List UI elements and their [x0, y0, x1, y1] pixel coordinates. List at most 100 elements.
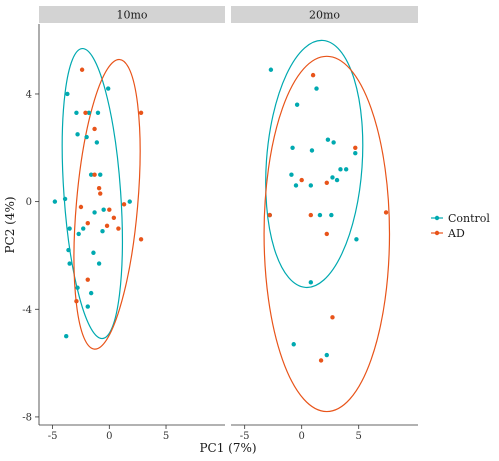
- ellipse-10mo-ad: [73, 58, 141, 350]
- point-10mo-control-23: [75, 285, 80, 290]
- point-20mo-ad-27: [267, 212, 272, 218]
- legend-label-ad: AD: [447, 227, 465, 240]
- point-10mo-control-15: [67, 226, 72, 231]
- facet-strip-20mo-label: 20mo: [309, 9, 340, 22]
- point-10mo-ad-42: [85, 277, 90, 282]
- point-10mo-control-12: [127, 199, 132, 204]
- point-10mo-control-19: [66, 247, 71, 253]
- ellipse-10mo-control: [61, 47, 123, 340]
- point-10mo-control-22: [96, 261, 102, 266]
- y-axis-title: PC2 (4%): [3, 196, 17, 253]
- x-tick-label-20mo--5: -5: [240, 431, 250, 442]
- point-10mo-control-7: [94, 140, 100, 145]
- point-20mo-control-9: [343, 167, 349, 172]
- x-tick-label-10mo--5: -5: [48, 431, 58, 442]
- point-10mo-ad-27: [79, 67, 85, 72]
- point-10mo-control-21: [67, 261, 72, 266]
- point-10mo-control-20: [91, 250, 96, 255]
- legend-label-control: Control: [448, 212, 490, 225]
- point-20mo-control-6: [309, 148, 315, 153]
- x-axis-title: PC1 (7%): [199, 441, 256, 455]
- y-tick-label--4: -4: [22, 305, 32, 316]
- legend-key-point-control: [434, 215, 440, 221]
- point-20mo-control-7: [353, 150, 358, 156]
- point-10mo-ad-41: [138, 237, 144, 242]
- panel-20mo-points: [267, 67, 389, 363]
- panel-20mo: -5 0 5: [231, 39, 418, 442]
- point-10mo-control-8: [88, 172, 94, 177]
- point-10mo-ad-28: [83, 110, 88, 116]
- point-10mo-ad-32: [96, 185, 102, 191]
- panel-10mo-points: [52, 67, 144, 339]
- ellipse-20mo-control: [265, 39, 364, 289]
- point-10mo-ad-38: [85, 220, 90, 226]
- point-10mo-control-9: [98, 172, 103, 177]
- point-20mo-control-16: [317, 212, 323, 218]
- point-10mo-ad-43: [74, 299, 79, 304]
- point-10mo-control-14: [92, 210, 97, 215]
- point-20mo-control-8: [338, 167, 343, 172]
- point-10mo-ad-33: [98, 191, 103, 196]
- point-10mo-control-2: [74, 110, 79, 116]
- facet-strip-20mo: 20mo: [231, 6, 418, 23]
- point-20mo-control-3: [325, 137, 331, 142]
- point-10mo-ad-40: [116, 226, 121, 231]
- point-10mo-control-3: [86, 110, 92, 116]
- y-tick-label-4: 4: [26, 89, 32, 100]
- point-10mo-control-4: [95, 110, 101, 116]
- panel-10mo-ellipses: [61, 47, 141, 350]
- point-20mo-ad-25: [299, 177, 304, 183]
- legend-item-ad: AD: [431, 227, 465, 240]
- point-10mo-ad-36: [121, 202, 127, 207]
- point-20mo-control-14: [308, 183, 314, 188]
- y-tick-label--8: -8: [22, 412, 32, 423]
- point-20mo-ad-31: [318, 358, 324, 363]
- point-20mo-control-20: [291, 342, 296, 347]
- panel-10mo-x-ticks: -5 0 5: [48, 425, 169, 442]
- point-10mo-control-10: [52, 199, 58, 204]
- y-tick-label-0: 0: [26, 197, 32, 208]
- point-10mo-control-16: [81, 226, 86, 231]
- facet-strip-10mo-label: 10mo: [116, 9, 147, 22]
- x-tick-label-10mo-0: 0: [106, 431, 112, 442]
- point-10mo-ad-29: [138, 110, 144, 116]
- point-10mo-control-5: [75, 132, 80, 137]
- x-tick-label-20mo-0: 0: [299, 431, 305, 442]
- point-20mo-control-12: [334, 177, 340, 183]
- facet-strip-10mo-bg: [39, 6, 225, 23]
- legend-key-point-ad: [434, 230, 440, 236]
- x-tick-label-10mo-5: 5: [163, 431, 169, 442]
- panel-10mo: -5 0 5: [38, 24, 225, 442]
- point-10mo-ad-35: [107, 207, 112, 212]
- point-20mo-control-5: [290, 145, 295, 150]
- point-10mo-control-0: [65, 91, 70, 97]
- point-10mo-control-24: [88, 290, 94, 296]
- point-10mo-control-26: [64, 333, 69, 339]
- point-20mo-ad-29: [324, 231, 329, 237]
- legend-item-control: Control: [431, 212, 490, 225]
- point-20mo-control-10: [289, 172, 294, 177]
- point-20mo-ad-23: [353, 145, 358, 150]
- facet-strip-20mo-bg: [231, 6, 418, 23]
- point-20mo-control-18: [354, 237, 359, 242]
- point-10mo-control-25: [85, 304, 90, 309]
- point-10mo-control-6: [84, 134, 89, 140]
- point-20mo-control-0: [268, 67, 274, 72]
- point-20mo-control-4: [331, 140, 336, 145]
- point-10mo-control-13: [101, 207, 106, 212]
- point-20mo-control-13: [293, 183, 299, 188]
- point-20mo-ad-22: [310, 72, 316, 78]
- facet-strip-10mo: 10mo: [39, 6, 225, 23]
- panel-20mo-ellipses: [263, 39, 391, 413]
- point-20mo-ad-26: [383, 210, 389, 215]
- ellipse-20mo-ad: [263, 55, 391, 413]
- point-20mo-control-11: [330, 175, 335, 180]
- point-10mo-ad-31: [92, 172, 97, 177]
- x-tick-label-20mo-5: 5: [356, 431, 362, 442]
- point-10mo-ad-30: [92, 126, 97, 132]
- point-20mo-control-17: [329, 212, 334, 218]
- point-20mo-control-1: [314, 86, 319, 91]
- point-10mo-ad-37: [111, 215, 117, 220]
- point-10mo-control-1: [105, 86, 111, 91]
